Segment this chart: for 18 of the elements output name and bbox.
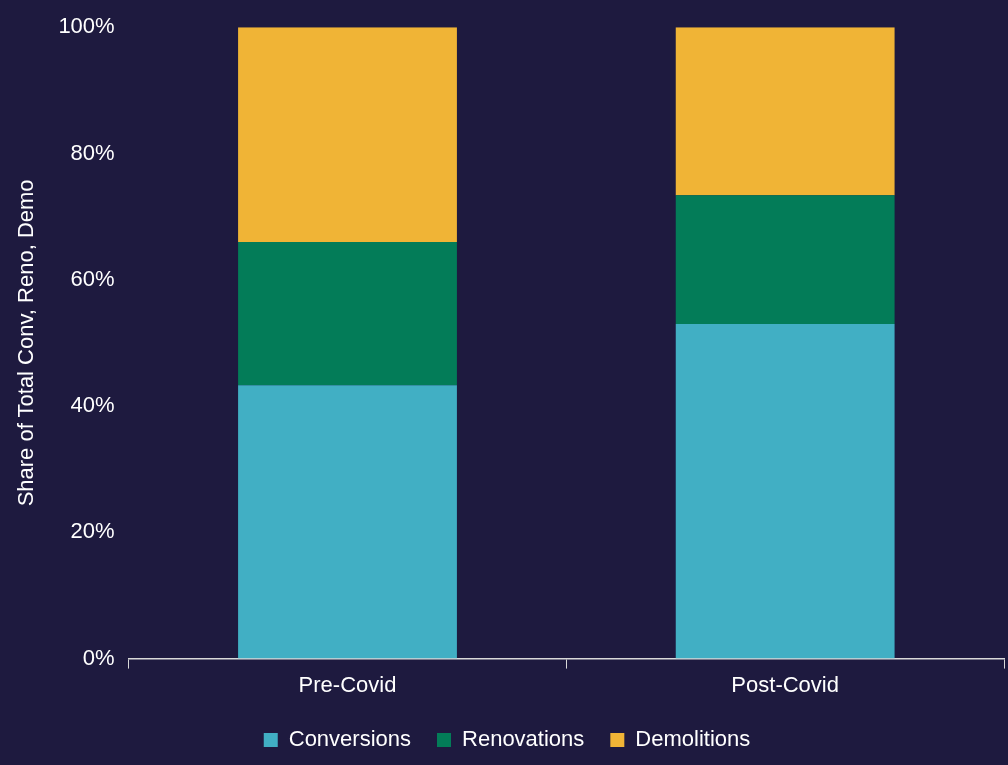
y-tick-label: 20% bbox=[70, 518, 115, 544]
x-tick-label: Pre-Covid bbox=[298, 671, 397, 697]
y-tick-label: 80% bbox=[70, 139, 115, 165]
y-tick-label: 100% bbox=[58, 13, 115, 39]
x-tick-label: Post-Covid bbox=[731, 671, 839, 697]
y-axis-title: Share of Total Conv, Reno, Demo bbox=[13, 179, 39, 507]
bar bbox=[675, 27, 895, 196]
legend-label: Renovations bbox=[462, 726, 585, 752]
y-tick-label: 40% bbox=[70, 392, 115, 418]
bar bbox=[675, 323, 895, 659]
legend-label: Demolitions bbox=[635, 726, 751, 752]
bar bbox=[238, 27, 457, 242]
legend-label: Conversions bbox=[288, 726, 412, 752]
bar bbox=[238, 241, 457, 386]
bar bbox=[238, 385, 457, 659]
y-tick-label: 0% bbox=[82, 644, 115, 670]
y-tick-label: 60% bbox=[70, 265, 115, 291]
bar bbox=[675, 195, 895, 324]
